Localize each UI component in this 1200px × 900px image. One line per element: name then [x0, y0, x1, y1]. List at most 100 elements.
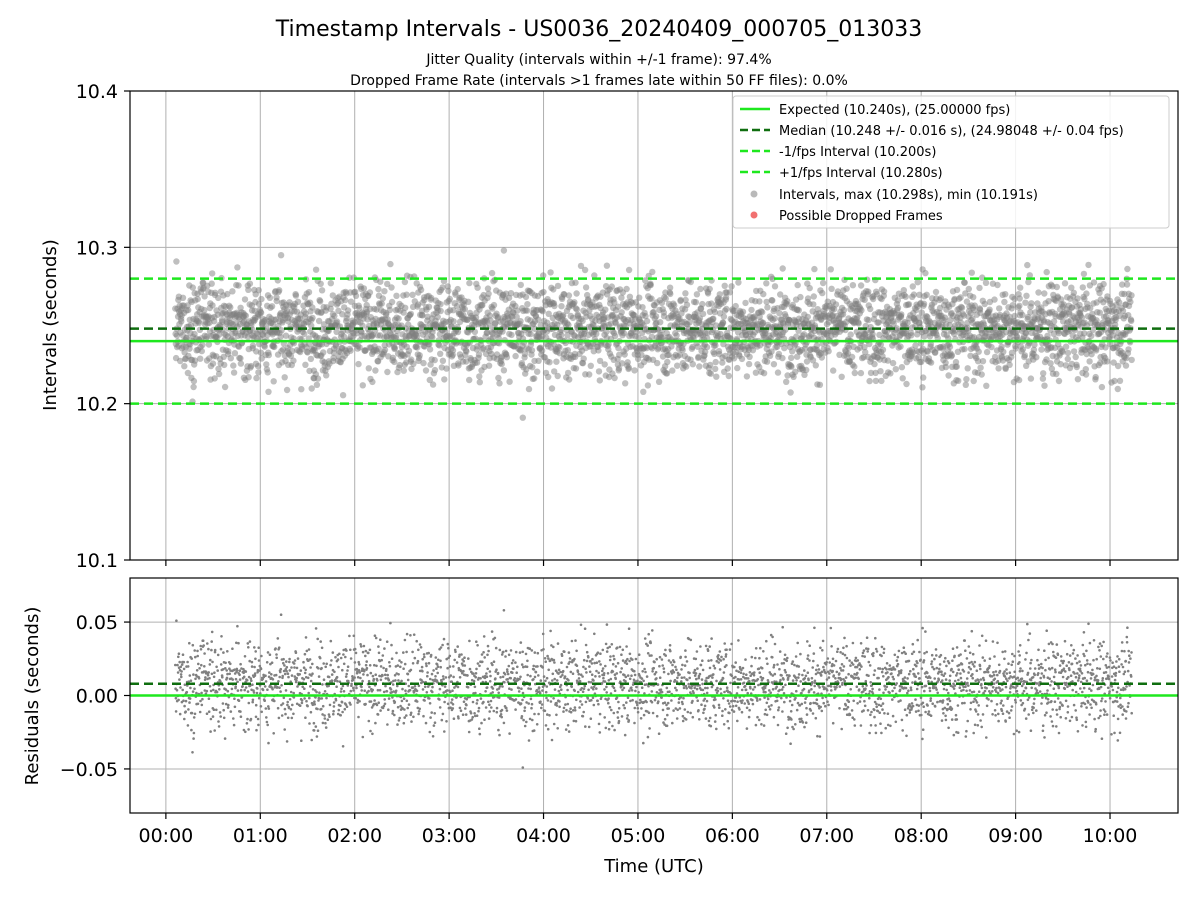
interval-points — [172, 247, 1135, 421]
interval-point — [1082, 366, 1090, 373]
residual-point — [450, 680, 454, 683]
interval-point — [810, 301, 817, 308]
interval-point — [564, 369, 572, 377]
residual-point — [253, 674, 257, 677]
residual-point — [500, 708, 504, 712]
interval-point — [968, 269, 975, 276]
interval-point — [869, 330, 876, 338]
interval-point — [1081, 330, 1088, 337]
residual-point — [483, 656, 487, 659]
residual-point — [428, 730, 432, 734]
residual-point — [196, 649, 199, 653]
residual-point — [206, 673, 210, 677]
residual-point — [327, 675, 331, 679]
residual-point — [359, 645, 363, 648]
residual-point — [335, 675, 339, 679]
interval-point — [573, 290, 580, 297]
residual-point — [341, 684, 345, 688]
interval-point — [988, 343, 995, 351]
interval-point — [486, 312, 494, 319]
residual-point — [215, 665, 218, 669]
residual-point — [380, 658, 384, 662]
interval-point — [797, 293, 804, 301]
residual-point — [550, 738, 554, 742]
residual-point — [178, 660, 181, 664]
residual-point — [336, 679, 339, 683]
residual-point — [257, 659, 261, 662]
interval-point — [1074, 376, 1082, 383]
residual-point — [175, 619, 178, 622]
interval-point — [360, 285, 368, 292]
residual-point — [280, 714, 284, 717]
residual-point — [206, 642, 209, 645]
residual-point — [342, 690, 346, 693]
interval-point — [287, 352, 295, 360]
interval-point — [858, 307, 865, 314]
residual-point — [315, 690, 318, 694]
residual-point — [382, 666, 385, 670]
residual-point — [205, 712, 209, 715]
residual-point — [188, 701, 191, 704]
residual-point — [274, 673, 278, 677]
interval-point — [953, 286, 961, 294]
residual-point — [471, 700, 475, 704]
residual-point — [468, 667, 472, 671]
interval-point — [179, 294, 187, 301]
residual-point — [404, 682, 408, 685]
residual-point — [357, 660, 361, 664]
interval-point — [431, 366, 439, 374]
residual-point — [542, 648, 545, 651]
residual-point — [451, 707, 455, 710]
residual-point — [539, 700, 542, 703]
residual-point — [301, 685, 305, 689]
residual-point — [219, 647, 223, 651]
residual-point — [277, 716, 281, 720]
interval-point — [365, 365, 372, 372]
interval-point — [857, 282, 865, 289]
interval-point — [1102, 344, 1109, 351]
residual-point — [285, 740, 289, 743]
residual-point — [391, 683, 395, 686]
interval-point — [215, 294, 222, 302]
residual-point — [444, 676, 448, 679]
residual-point — [349, 657, 353, 660]
interval-point — [861, 296, 868, 303]
interval-point — [426, 346, 434, 353]
interval-point — [902, 293, 909, 300]
residual-point — [210, 648, 213, 652]
residual-point — [191, 643, 195, 647]
interval-point — [897, 343, 904, 350]
residual-point — [504, 649, 508, 653]
residual-point — [477, 709, 480, 713]
residual-point — [439, 659, 442, 663]
residual-point — [535, 723, 539, 726]
residual-point — [459, 669, 463, 673]
interval-point — [861, 344, 868, 351]
residual-point — [415, 639, 419, 643]
interval-point — [393, 292, 400, 299]
interval-point — [601, 361, 608, 368]
residual-point — [364, 654, 367, 658]
interval-point — [1116, 377, 1124, 384]
residual-point — [359, 643, 362, 646]
interval-point — [283, 386, 291, 394]
interval-point — [391, 358, 398, 366]
interval-point — [1119, 281, 1126, 288]
interval-point — [339, 392, 347, 399]
residual-point — [238, 669, 242, 672]
residual-point — [221, 702, 225, 705]
residual-point — [509, 676, 512, 680]
interval-point — [624, 359, 631, 366]
interval-point — [788, 354, 795, 362]
residual-point — [530, 649, 534, 652]
interval-point — [722, 294, 730, 301]
residual-point — [176, 671, 180, 674]
residual-point — [505, 668, 509, 671]
residual-point — [339, 690, 343, 693]
interval-point — [309, 304, 316, 311]
residual-point — [203, 665, 206, 668]
residual-point — [462, 669, 465, 673]
residual-point — [448, 665, 452, 668]
interval-point — [746, 353, 753, 360]
residual-point — [530, 702, 534, 706]
